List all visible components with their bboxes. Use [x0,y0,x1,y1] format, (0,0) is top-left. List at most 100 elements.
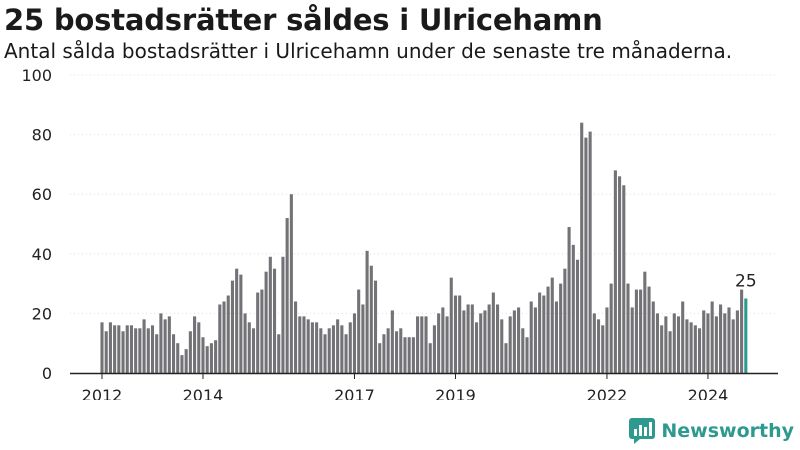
bar [441,307,445,373]
bar [651,301,655,373]
bar [508,316,512,373]
bar [445,316,449,373]
bar [719,304,723,373]
bar [184,349,188,373]
bar [714,316,718,373]
bar [134,328,138,373]
bar [243,313,247,373]
bar [609,283,613,373]
bar [517,307,521,373]
bar [344,334,348,373]
bar [529,301,533,373]
bar [458,295,462,373]
bar [424,316,428,373]
bar [395,331,399,373]
bar [180,355,184,373]
y-tick-label: 60 [32,185,52,204]
bar [113,325,117,373]
bar [500,319,504,373]
bar [723,313,727,373]
bar [571,244,575,373]
bar [176,343,180,373]
bar [554,301,559,373]
bar [601,325,605,373]
bar [407,337,411,373]
bar [142,319,146,373]
bar [129,325,134,373]
bar [171,334,176,373]
bar [373,280,378,373]
chart-subtitle: Antal sålda bostadsrätter i Ulricehamn u… [4,39,733,63]
y-tick-label: 100 [21,66,52,85]
bar [626,283,630,373]
bar [100,322,104,373]
bar [697,328,702,373]
bar [668,331,672,373]
bar [731,319,735,373]
bar [285,218,289,373]
bar [630,307,634,373]
bar [462,310,466,373]
bar [710,301,714,373]
bar [302,316,306,373]
bar [504,343,508,373]
bar [474,322,479,373]
bar [222,301,226,373]
bar [567,226,571,373]
bar [369,265,373,373]
bar [580,122,584,374]
bar-chart-icon [629,418,656,444]
bar [660,325,664,373]
brand-name: Newsworthy [661,420,794,442]
bar [197,322,201,373]
bar [272,268,277,373]
bar [146,328,150,373]
x-tick-label: 2024 [688,386,729,400]
bar [331,325,335,373]
x-tick-label: 2014 [183,386,224,400]
bar [260,289,264,373]
bar [155,334,159,373]
bar [470,304,474,373]
bar [315,322,319,373]
bar [685,319,689,373]
bar [386,328,390,373]
y-tick-label: 40 [32,245,52,264]
highlight-value-label: 25 [735,272,757,292]
bar [634,289,638,373]
bar [428,343,432,373]
bar [390,310,394,373]
bar [319,328,323,373]
bar [264,271,268,373]
bar [727,307,731,373]
bar [251,328,256,373]
bar [193,316,197,373]
bar [256,292,260,373]
bar [226,295,230,373]
bar [479,313,483,373]
bar [664,316,668,373]
newsworthy-logo[interactable]: Newsworthy [629,418,794,444]
bar [201,337,205,373]
y-axis-ticks: 0 20 40 60 80 100 [21,66,52,383]
bar [167,316,171,373]
bar [575,259,580,373]
bar [306,319,310,373]
x-tick-label: 2019 [435,386,476,400]
bar [104,331,108,373]
bar [214,340,218,373]
bar [622,185,626,373]
bar [403,337,407,373]
y-tick-label: 80 [32,126,52,145]
y-tick-label: 0 [42,364,52,383]
bar [323,334,327,373]
bar [512,310,516,373]
bar [138,328,142,373]
bar [268,256,272,373]
chart-title: 25 bostadsrätter såldes i Ulricehamn [4,3,603,37]
bar [676,316,681,373]
bar [681,301,685,373]
bar [647,286,651,373]
bar [310,322,314,373]
bar [348,322,352,373]
